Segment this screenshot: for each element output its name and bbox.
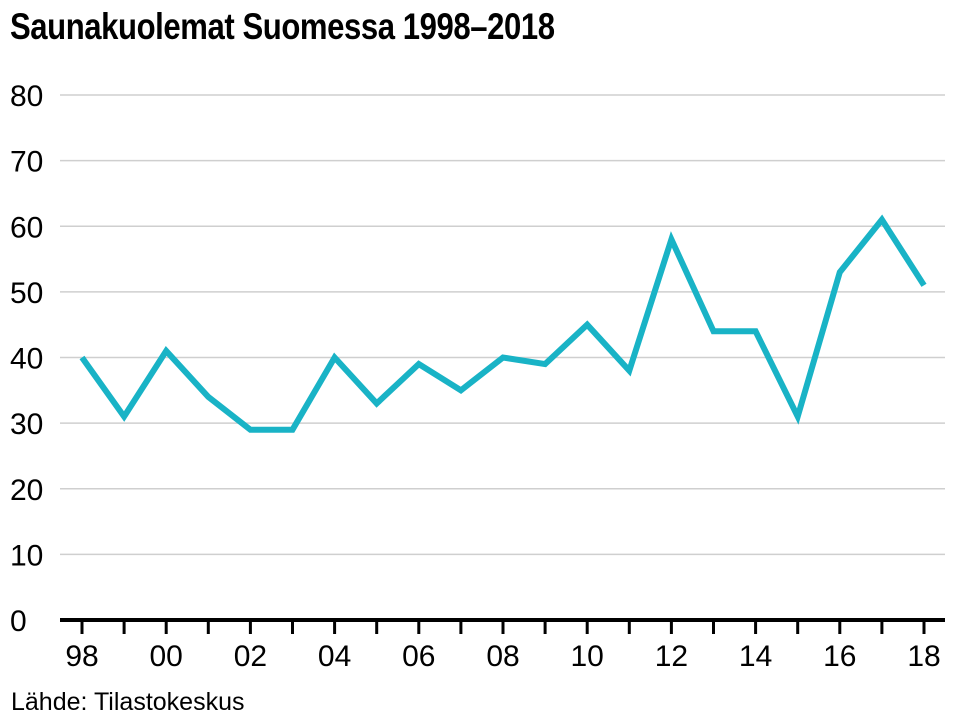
x-tick-label: 12 [655,640,688,673]
y-tick-label: 70 [10,146,43,179]
y-tick-label: 30 [10,408,43,441]
x-tick-label: 18 [907,640,940,673]
chart-title: Saunakuolemat Suomessa 1998–2018 [10,6,555,47]
x-tick-label: 04 [318,640,351,673]
x-tick-label: 98 [65,640,98,673]
y-tick-label: 60 [10,211,43,244]
grid-lines [60,94,945,556]
x-tick-label: 10 [571,640,604,673]
x-tick-label: 16 [823,640,856,673]
x-axis-tick-marks [80,620,926,634]
source-note: Lähde: Tilastokeskus [11,688,245,716]
y-tick-label: 0 [10,605,27,638]
x-tick-label: 08 [486,640,519,673]
x-tick-label: 06 [402,640,435,673]
x-axis-ticks: 98 00 02 04 06 08 10 12 14 16 18 [65,640,940,673]
x-tick-label: 02 [234,640,267,673]
y-tick-label: 20 [10,474,43,507]
x-tick-label: 00 [150,640,183,673]
x-tick-label: 14 [739,640,772,673]
y-axis-ticks: 0 10 20 30 40 50 60 70 80 [10,80,43,638]
series-layer [79,214,927,433]
series-line-0 [79,214,927,433]
y-tick-label: 80 [10,80,43,113]
y-tick-label: 10 [10,539,43,572]
y-tick-label: 40 [10,343,43,376]
y-tick-label: 50 [10,277,43,310]
